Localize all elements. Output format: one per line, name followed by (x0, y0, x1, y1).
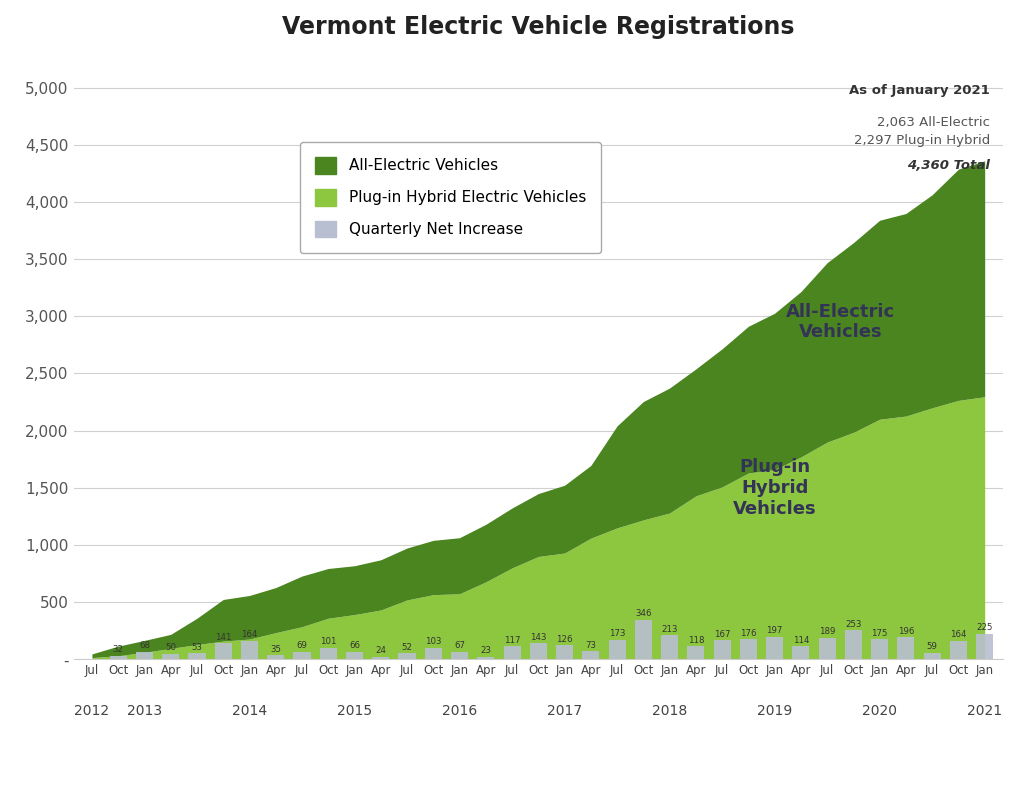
Bar (713, 641, 730, 660)
Text: 32: 32 (112, 645, 123, 654)
Text: 189: 189 (818, 627, 835, 637)
Text: 143: 143 (530, 633, 546, 641)
Text: 73: 73 (585, 641, 596, 649)
Bar (293, 652, 310, 660)
Bar (844, 630, 861, 660)
Text: 24: 24 (375, 646, 386, 656)
Bar (975, 634, 993, 660)
Bar (267, 656, 284, 660)
Text: 69: 69 (297, 641, 307, 650)
Bar (792, 646, 809, 660)
Text: Plug-in
Hybrid
Vehicles: Plug-in Hybrid Vehicles (732, 458, 815, 518)
Bar (398, 653, 415, 660)
Text: 101: 101 (320, 637, 336, 646)
Bar (450, 652, 468, 660)
Text: 2014: 2014 (231, 704, 267, 718)
Text: 59: 59 (926, 642, 936, 651)
Bar (608, 640, 625, 660)
Text: 346: 346 (635, 609, 651, 619)
Text: 2021: 2021 (966, 704, 1002, 718)
Text: 2018: 2018 (651, 704, 687, 718)
Legend: All-Electric Vehicles, Plug-in Hybrid Electric Vehicles, Quarterly Net Increase: All-Electric Vehicles, Plug-in Hybrid El… (300, 142, 600, 253)
Bar (477, 656, 494, 660)
Text: 2015: 2015 (336, 704, 372, 718)
Text: 2020: 2020 (861, 704, 897, 718)
Text: 2016: 2016 (441, 704, 477, 718)
Bar (503, 646, 520, 660)
Text: 35: 35 (270, 645, 281, 654)
Text: 50: 50 (165, 643, 176, 652)
Bar (949, 641, 966, 660)
Text: 2019: 2019 (756, 704, 792, 718)
Bar (870, 639, 888, 660)
Text: 175: 175 (870, 629, 887, 638)
Text: 67: 67 (453, 641, 465, 650)
Bar (189, 653, 205, 660)
Bar (529, 643, 546, 660)
Text: 126: 126 (555, 634, 573, 644)
Bar (110, 656, 126, 660)
Bar (240, 641, 258, 660)
Bar (136, 652, 153, 660)
Text: 118: 118 (687, 636, 703, 645)
Text: 52: 52 (401, 643, 412, 652)
Text: 225: 225 (975, 623, 991, 632)
Text: 103: 103 (425, 637, 441, 646)
Text: 167: 167 (713, 630, 730, 639)
Text: 253: 253 (845, 620, 861, 629)
Text: 164: 164 (950, 630, 966, 639)
Bar (319, 648, 336, 660)
Bar (372, 656, 389, 660)
Text: 2012: 2012 (74, 704, 109, 718)
Bar (582, 651, 599, 660)
Bar (162, 654, 179, 660)
Text: 114: 114 (792, 636, 808, 645)
Text: 66: 66 (348, 641, 360, 650)
Text: 23: 23 (480, 646, 491, 656)
Bar (818, 637, 835, 660)
Bar (765, 637, 783, 660)
Bar (555, 645, 573, 660)
Bar (897, 637, 914, 660)
Text: 197: 197 (765, 626, 782, 635)
Text: 141: 141 (215, 633, 231, 642)
Bar (345, 652, 363, 660)
Bar (634, 620, 651, 660)
Text: 164: 164 (242, 630, 258, 639)
Text: All-Electric
Vehicles: All-Electric Vehicles (785, 303, 894, 341)
Bar (424, 648, 441, 660)
Text: As of January 2021: As of January 2021 (849, 84, 989, 97)
Text: 68: 68 (139, 641, 150, 650)
Bar (660, 635, 678, 660)
Text: 176: 176 (740, 629, 756, 638)
Text: 213: 213 (660, 625, 678, 634)
Text: 53: 53 (192, 643, 203, 652)
Text: 173: 173 (608, 630, 625, 638)
Text: 2017: 2017 (546, 704, 582, 718)
Text: 2,063 All-Electric
2,297 Plug-in Hybrid: 2,063 All-Electric 2,297 Plug-in Hybrid (853, 116, 989, 147)
Title: Vermont Electric Vehicle Registrations: Vermont Electric Vehicle Registrations (282, 15, 794, 39)
Bar (214, 643, 231, 660)
Bar (739, 639, 756, 660)
Text: 117: 117 (503, 636, 520, 645)
Text: 196: 196 (897, 626, 913, 636)
Bar (923, 652, 940, 660)
Text: 2013: 2013 (126, 704, 162, 718)
Bar (687, 646, 704, 660)
Text: 4,360 Total: 4,360 Total (906, 159, 989, 173)
